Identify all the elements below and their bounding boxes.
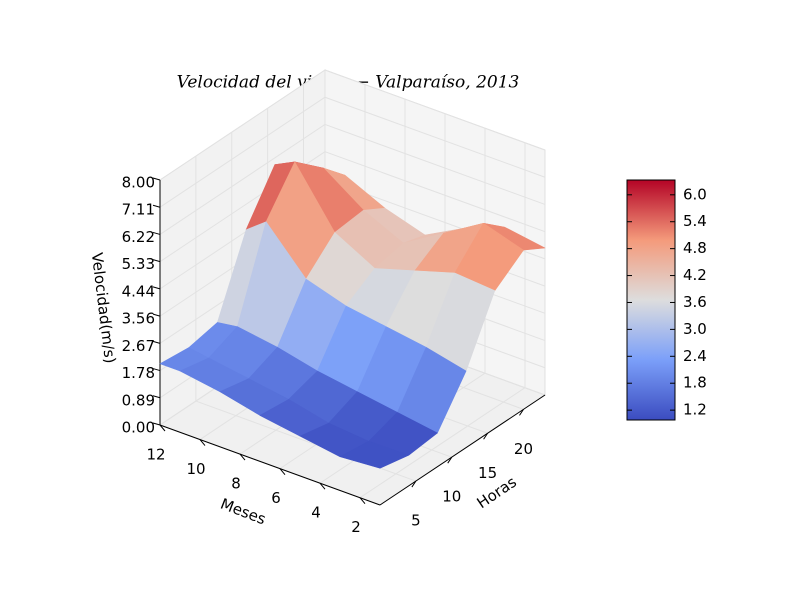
y-tick-label: 12 xyxy=(146,446,165,464)
y-tick-label: 6 xyxy=(271,489,281,507)
tick-mark xyxy=(152,259,161,263)
grid-line xyxy=(324,123,546,205)
z-tick-label: 8.00 xyxy=(122,174,155,192)
z-tick-label: 3.56 xyxy=(122,310,155,328)
colorbar-tick-label: 4.8 xyxy=(683,239,707,257)
surface-patch xyxy=(339,441,409,469)
grid-line xyxy=(159,124,326,235)
z-tick-label: 1.78 xyxy=(122,364,155,382)
z-tick-label: 2.67 xyxy=(122,337,155,355)
colorbar-tick-label: 4.2 xyxy=(683,266,707,284)
y-tick-label: 4 xyxy=(311,504,321,522)
tick-mark xyxy=(152,395,161,399)
tick-mark xyxy=(152,368,161,372)
tick-mark xyxy=(159,424,166,432)
tick-mark xyxy=(519,409,524,416)
colorbar-tick-label: 5.4 xyxy=(683,212,707,230)
x-tick-label: 5 xyxy=(411,512,421,530)
colorbar-tick-label: 3.6 xyxy=(683,293,707,311)
tick-mark xyxy=(152,204,161,208)
tick-mark xyxy=(152,177,161,181)
tick-mark xyxy=(483,432,489,440)
x-tick-label: 20 xyxy=(514,440,533,458)
z-tick-label: 0.89 xyxy=(122,391,155,409)
x-tick-label: 15 xyxy=(478,464,497,482)
colorbar-tick-label: 3.0 xyxy=(683,320,707,338)
colorbar-tick-label: 6.0 xyxy=(683,185,707,203)
colorbar-tick-label: 1.2 xyxy=(683,401,707,419)
tick-mark xyxy=(199,439,206,446)
colorbar-tick-label: 1.8 xyxy=(683,374,707,392)
y-tick-label: 8 xyxy=(231,475,241,493)
tick-mark xyxy=(239,453,246,461)
z-tick-label: 4.44 xyxy=(122,282,155,300)
y-tick-label: 2 xyxy=(351,518,361,536)
z-tick-label: 7.11 xyxy=(122,201,155,219)
z-tick-label: 5.33 xyxy=(122,255,155,273)
z-tick-label: 6.22 xyxy=(122,228,155,246)
tick-mark xyxy=(447,456,453,464)
grid-line xyxy=(159,96,326,208)
axis-line xyxy=(379,394,546,506)
tick-mark xyxy=(279,468,286,475)
tick-mark xyxy=(359,497,366,505)
grid-line xyxy=(324,96,546,178)
grid-line xyxy=(359,387,526,499)
axis-line xyxy=(159,424,381,506)
tick-mark xyxy=(152,313,161,317)
grid-line xyxy=(324,69,546,151)
tick-mark xyxy=(152,340,161,344)
y-tick-label: 10 xyxy=(186,460,205,478)
x-tick-label: 10 xyxy=(442,488,461,506)
tick-mark xyxy=(411,480,417,488)
tick-mark xyxy=(152,286,161,290)
colorbar xyxy=(626,179,676,421)
grid-line xyxy=(324,151,546,233)
tick-mark xyxy=(152,422,161,426)
tick-mark xyxy=(319,482,326,490)
tick-mark xyxy=(152,231,161,235)
grid-line xyxy=(159,69,326,181)
colorbar-tick-label: 2.4 xyxy=(683,347,707,365)
z-tick-label: 0.00 xyxy=(122,419,155,437)
